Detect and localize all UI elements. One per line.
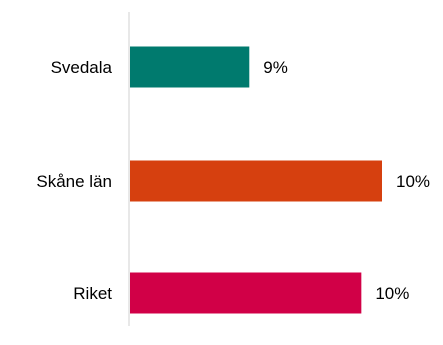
category-label: Skåne län [36,172,112,191]
value-label: 10% [396,172,430,191]
category-label: Riket [73,284,112,303]
value-label: 10% [375,284,409,303]
category-label: Svedala [51,58,113,77]
bar-svedala [130,46,250,88]
bar-riket [130,272,362,314]
bars-group: Svedala 9% Skåne län 10% Riket 10% [36,46,430,314]
value-label: 9% [263,58,288,77]
bar-skåne-län [130,160,382,202]
